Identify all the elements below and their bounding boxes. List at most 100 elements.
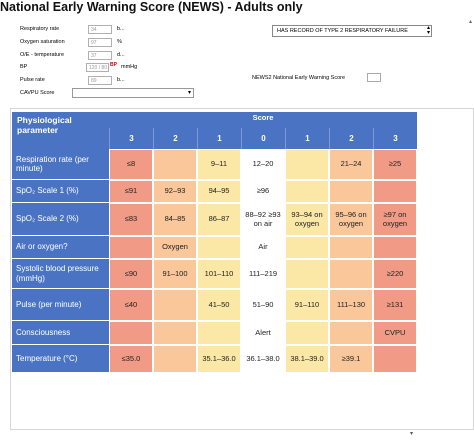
score-cell xyxy=(197,236,241,259)
score-cell: 91–100 xyxy=(153,259,197,289)
scroll-down-icon[interactable]: ▾ xyxy=(410,431,414,437)
bp-label: BP xyxy=(20,64,28,70)
score-cell xyxy=(285,149,329,180)
score-cell: ≥25 xyxy=(373,149,417,180)
score-cell: 12–20 xyxy=(241,149,285,180)
score-cell xyxy=(153,289,197,321)
score-header-3-left: 3 xyxy=(109,128,153,149)
respiratory-rate-unit: b... xyxy=(117,26,125,32)
score-cell xyxy=(285,180,329,203)
score-cell xyxy=(109,236,153,259)
score-cell xyxy=(153,345,197,373)
score-cell: ≤35.0 xyxy=(109,345,153,373)
score-cell: ≥39.1 xyxy=(329,345,373,373)
score-cell xyxy=(373,345,417,373)
scroll-up-icon[interactable]: ▴ xyxy=(468,19,472,25)
score-cell: ≤83 xyxy=(109,203,153,236)
respiratory-failure-select[interactable]: HAS RECORD OF TYPE 2 RESPIRATORY FAILURE… xyxy=(272,25,432,37)
parameter-label: Temperature (°C) xyxy=(12,345,109,373)
score-header-1-right: 1 xyxy=(285,128,329,149)
score-cell: Alert xyxy=(241,321,285,345)
score-cell: 93–94 on oxygen xyxy=(285,203,329,236)
score-cell xyxy=(329,259,373,289)
score-cell: Air xyxy=(241,236,285,259)
score-cell: Oxygen xyxy=(153,236,197,259)
score-cell: ≤90 xyxy=(109,259,153,289)
bp-unit: mmHg xyxy=(121,64,138,70)
score-cell: 84–85 xyxy=(153,203,197,236)
parameter-label: Respiration rate (per minute) xyxy=(12,149,109,180)
pulse-rate-input[interactable]: 89 xyxy=(88,76,112,85)
score-cell: 35.1–36.0 xyxy=(197,345,241,373)
score-cell xyxy=(329,321,373,345)
score-cell xyxy=(373,236,417,259)
score-header-2-right: 2 xyxy=(329,128,373,149)
parameter-label: Systolic blood pressure (mmHg) xyxy=(12,259,109,289)
score-cell xyxy=(329,236,373,259)
score-header-2-left: 2 xyxy=(153,128,197,149)
score-cell: 111–130 xyxy=(329,289,373,321)
score-cell: ≤8 xyxy=(109,149,153,180)
parameter-label: SpO₂ Scale 2 (%) xyxy=(12,203,109,236)
score-header-background xyxy=(109,112,417,149)
respiratory-rate-input[interactable]: 34 xyxy=(88,25,112,34)
avpu-label: CAVPU Score xyxy=(20,90,55,96)
score-cell xyxy=(109,321,153,345)
score-cell xyxy=(153,321,197,345)
news2-score-field[interactable] xyxy=(367,73,381,82)
score-header-3-right: 3 xyxy=(373,128,417,149)
respiratory-rate-label: Respiratory rate xyxy=(20,26,60,32)
score-cell: 21–24 xyxy=(329,149,373,180)
score-cell: 111–219 xyxy=(241,259,285,289)
spinner-icon: ▴ ▾ xyxy=(426,25,430,36)
score-cell xyxy=(329,180,373,203)
score-cell: 51–90 xyxy=(241,289,285,321)
score-cell: 36.1–38.0 xyxy=(241,345,285,373)
parameter-label: Consciousness xyxy=(12,321,109,345)
news-chart: Physiological parameter Score 3 2 1 0 1 2 3 Res… xyxy=(12,112,417,424)
parameter-label: Pulse (per minute) xyxy=(12,289,109,321)
score-cell: 92–93 xyxy=(153,180,197,203)
temperature-input[interactable]: 37 xyxy=(88,51,112,60)
score-cell: 91–110 xyxy=(285,289,329,321)
score-cell: 88–92 ≥93 on air xyxy=(241,203,285,236)
score-cell: ≥131 xyxy=(373,289,417,321)
avpu-select[interactable]: ▾ xyxy=(72,88,194,98)
score-cell: ≤91 xyxy=(109,180,153,203)
score-cell xyxy=(153,149,197,180)
score-cell xyxy=(197,321,241,345)
score-cell: 94–95 xyxy=(197,180,241,203)
oxygen-saturation-label: Oxygen saturation xyxy=(20,39,65,45)
score-cell xyxy=(373,180,417,203)
score-header-1-left: 1 xyxy=(197,128,241,149)
score-cell xyxy=(285,259,329,289)
pulse-rate-unit: b... xyxy=(117,77,125,83)
score-cell: 9–11 xyxy=(197,149,241,180)
header-score: Score xyxy=(252,113,274,122)
score-cell xyxy=(285,236,329,259)
score-header-0: 0 xyxy=(241,128,285,149)
chevron-down-icon: ▾ xyxy=(187,90,191,96)
temperature-unit: d... xyxy=(117,52,125,58)
score-cell: CVPU xyxy=(373,321,417,345)
score-cell: ≥96 xyxy=(241,180,285,203)
pulse-rate-label: Pulse rate xyxy=(20,77,45,83)
bp-input[interactable]: 120 / 80 xyxy=(86,63,109,72)
oxygen-saturation-input[interactable]: 97 xyxy=(88,38,112,47)
score-cell: 95–96 on oxygen xyxy=(329,203,373,236)
temperature-label: O/E - temperature xyxy=(20,52,65,58)
oxygen-saturation-unit: % xyxy=(117,39,122,45)
score-cell: ≥220 xyxy=(373,259,417,289)
page-title: National Early Warning Score (NEWS) - Ad… xyxy=(0,0,303,14)
score-cell: 86–87 xyxy=(197,203,241,236)
parameter-label: SpO₂ Scale 1 (%) xyxy=(12,180,109,203)
score-cell: 38.1–39.0 xyxy=(285,345,329,373)
score-cell: ≥97 on oxygen xyxy=(373,203,417,236)
header-physiological-parameter: Physiological parameter xyxy=(12,112,109,149)
respiratory-failure-value: HAS RECORD OF TYPE 2 RESPIRATORY FAILURE xyxy=(277,28,408,34)
score-cell: 41–50 xyxy=(197,289,241,321)
score-cell: ≤40 xyxy=(109,289,153,321)
score-cell: 101–110 xyxy=(197,259,241,289)
news2-label: NEWS2 National Early Warning Score xyxy=(252,75,346,81)
bp-flag: BP xyxy=(110,62,117,68)
